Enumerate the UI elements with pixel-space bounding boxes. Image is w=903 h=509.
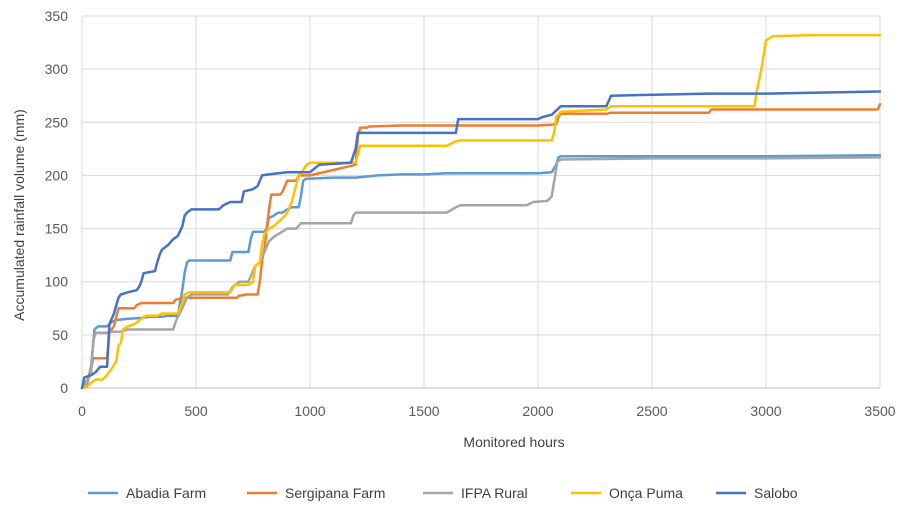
y-tick-label: 100 xyxy=(45,274,69,290)
y-tick-label: 0 xyxy=(60,380,68,396)
x-axis-ticks: 0 500 1000 1500 2000 2500 3000 3500 xyxy=(78,403,896,419)
x-tick-label: 3000 xyxy=(750,403,781,419)
legend-label-salobo: Salobo xyxy=(754,485,798,501)
series-line-abadia-farm xyxy=(80,153,882,390)
y-tick-label: 200 xyxy=(45,167,69,183)
y-tick-label: 150 xyxy=(45,221,69,237)
x-tick-label: 500 xyxy=(184,403,208,419)
legend-label-abadia-farm: Abadia Farm xyxy=(126,485,206,501)
series-line-on-a-puma xyxy=(80,33,882,390)
series-lines xyxy=(80,33,882,390)
x-tick-label: 2000 xyxy=(522,403,553,419)
x-axis-title: Monitored hours xyxy=(463,434,564,450)
y-axis-ticks: 0 50 100 150 200 250 300 350 xyxy=(45,8,69,396)
y-tick-label: 250 xyxy=(45,114,69,130)
x-tick-label: 3500 xyxy=(864,403,895,419)
legend-label-sergipana-farm: Sergipana Farm xyxy=(285,485,385,501)
x-tick-label: 1500 xyxy=(408,403,439,419)
legend: Abadia Farm Sergipana Farm IFPA Rural Onça … xyxy=(88,485,798,501)
gridlines xyxy=(82,15,881,388)
y-axis-title: Accumulated rainfall volume (mm) xyxy=(11,109,27,321)
x-tick-label: 2500 xyxy=(636,403,667,419)
legend-label-on-a-puma: Onça Puma xyxy=(609,485,683,501)
plot-area xyxy=(81,16,880,389)
x-tick-label: 0 xyxy=(78,403,86,419)
series-line-sergipana-farm xyxy=(80,102,882,390)
x-tick-label: 1000 xyxy=(294,403,325,419)
series-line-ifpa-rural xyxy=(80,156,882,390)
y-tick-label: 300 xyxy=(45,61,69,77)
y-tick-label: 350 xyxy=(45,8,69,24)
legend-label-ifpa-rural: IFPA Rural xyxy=(461,485,528,501)
series-line-salobo xyxy=(80,90,882,390)
y-tick-label: 50 xyxy=(52,327,68,343)
